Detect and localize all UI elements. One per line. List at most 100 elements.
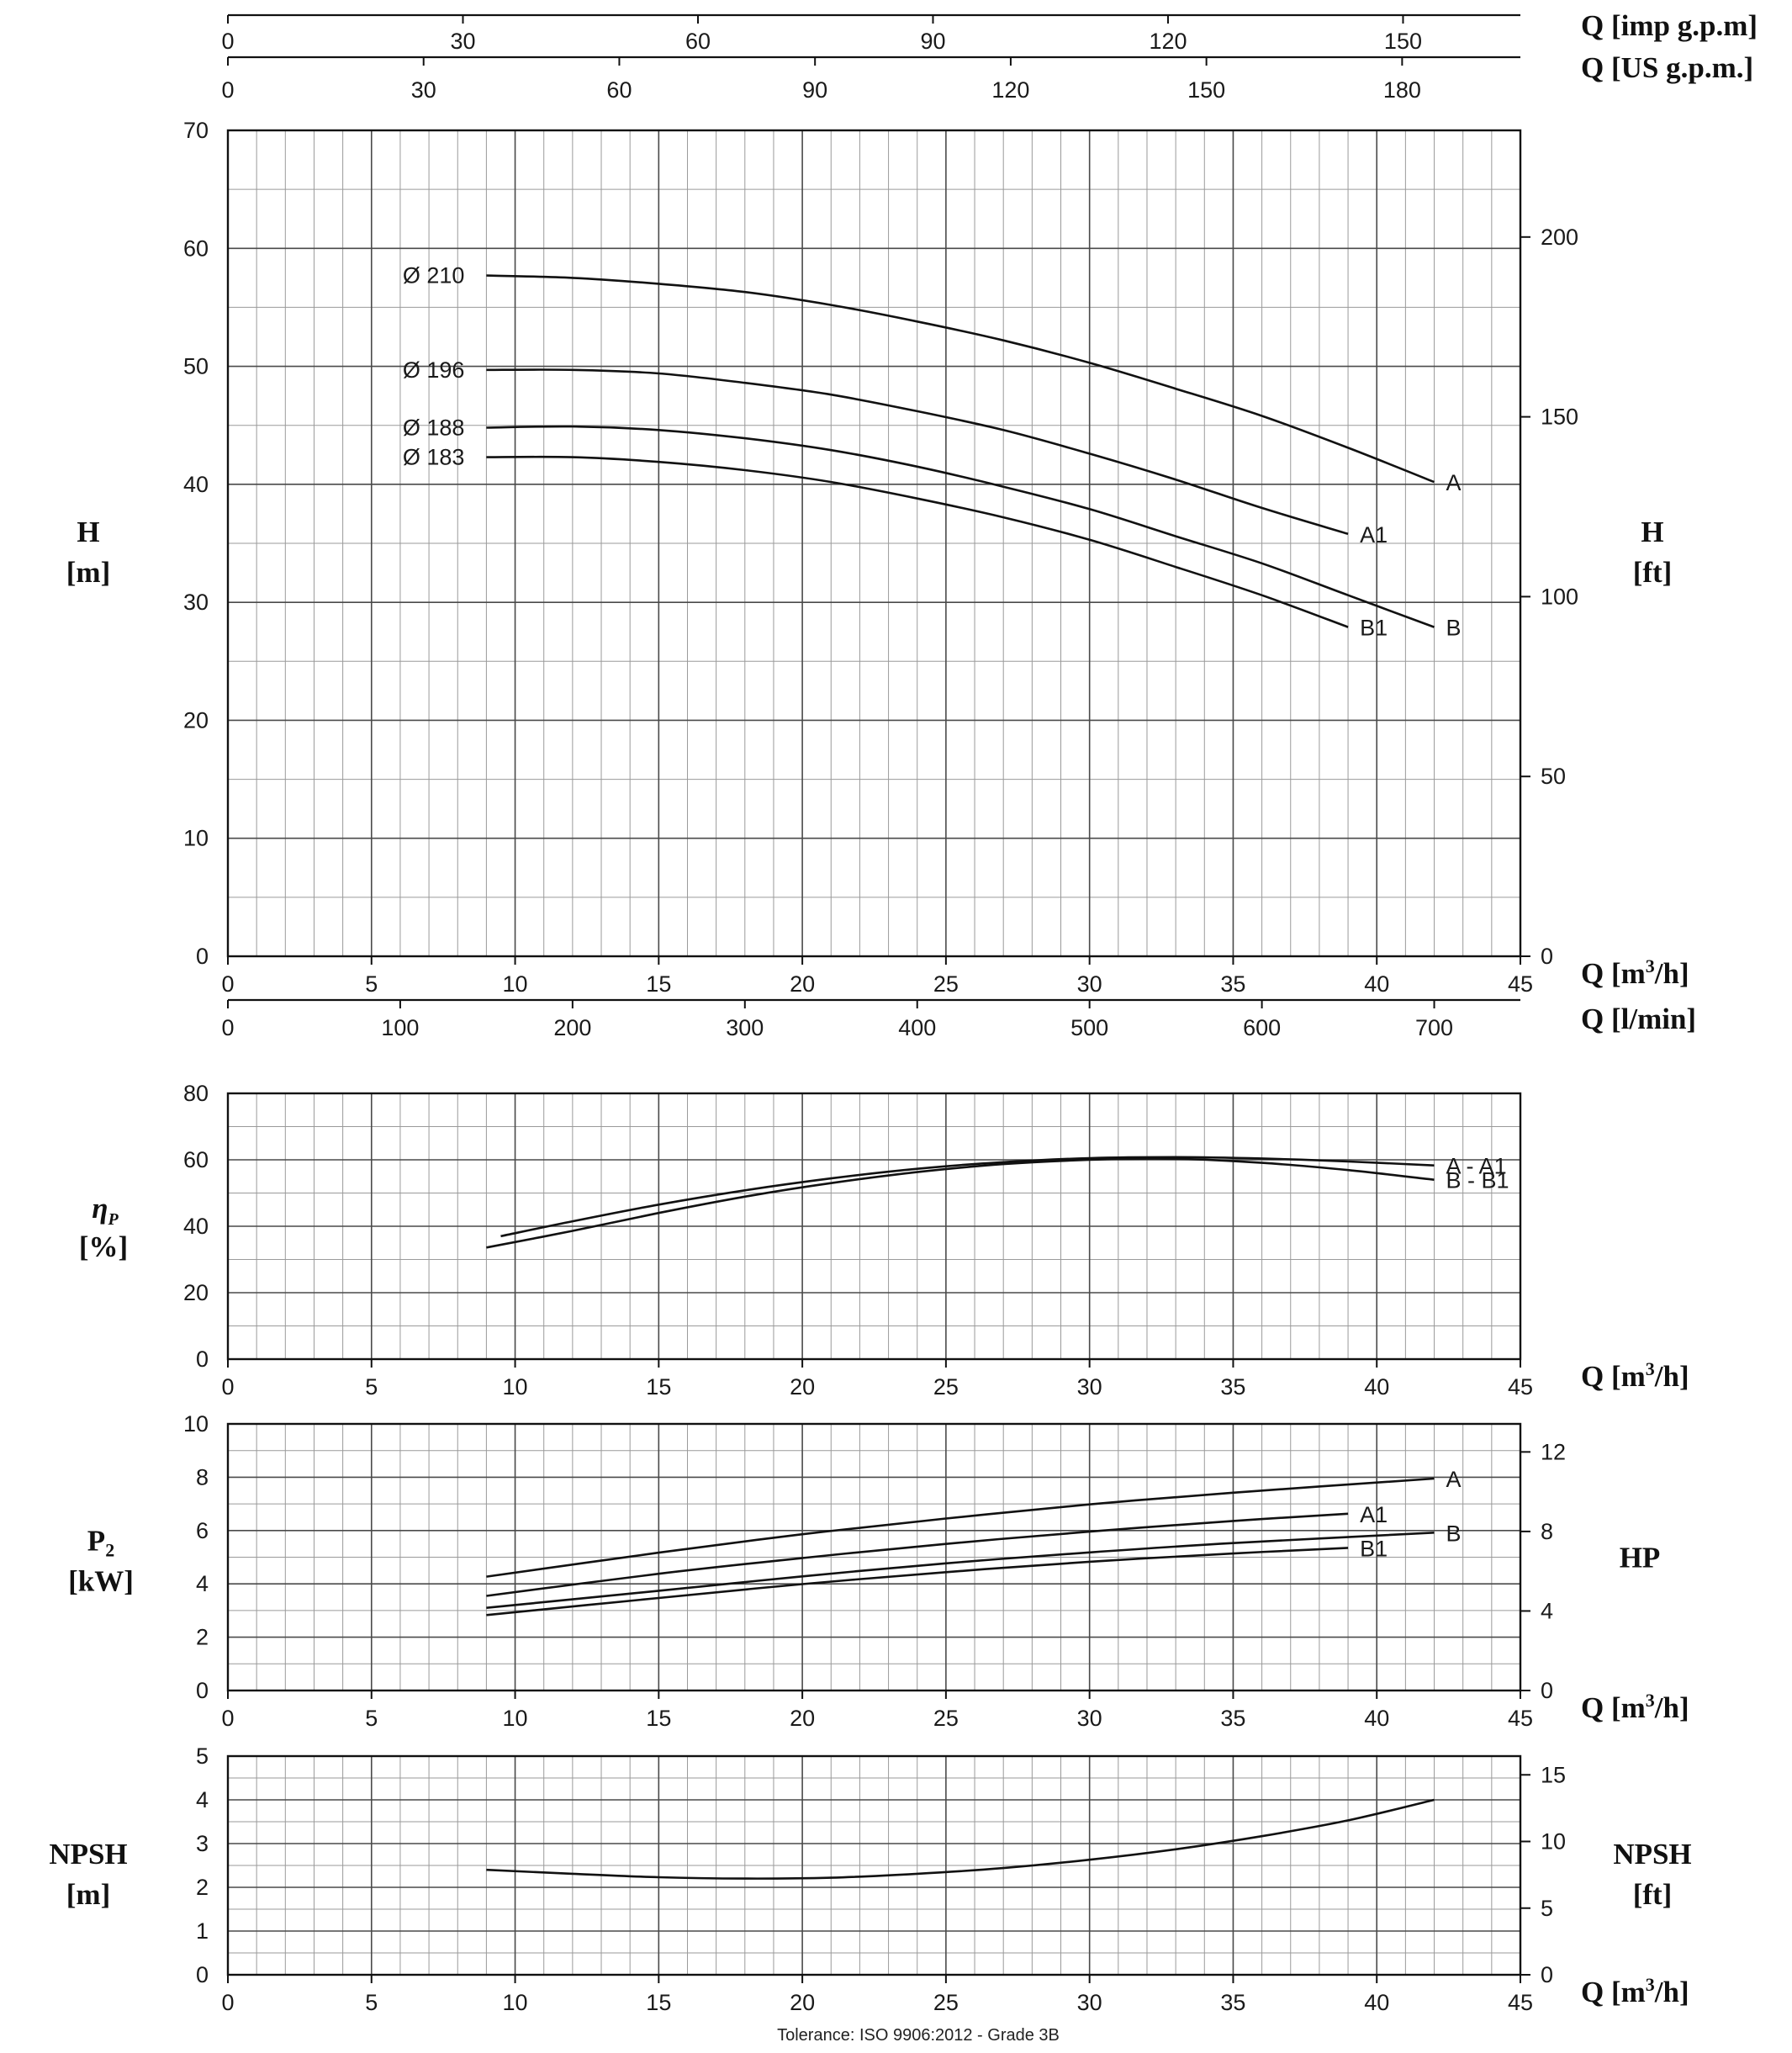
npsh-curve-line <box>486 1798 1435 1880</box>
gpm-tick-label: 0 <box>221 29 234 54</box>
x-axis-title: Q [m3/h] <box>1581 1974 1689 2008</box>
x-tick-label: 35 <box>1220 1706 1245 1731</box>
head-curve-A1 <box>486 368 1349 536</box>
x-tick-label: 45 <box>1508 1990 1533 2015</box>
y-axis-title: ηP <box>92 1192 119 1229</box>
gpm-tick-label: 120 <box>991 77 1029 103</box>
y2-tick-label: 150 <box>1541 405 1578 430</box>
impeller-diameter-label: Ø 188 <box>403 415 465 441</box>
x-tick-label: 40 <box>1364 1990 1389 2015</box>
plot-frame <box>226 129 1522 958</box>
impeller-diameter-label: Ø 183 <box>403 445 465 470</box>
x-tick-label: 35 <box>1220 971 1245 997</box>
curves-layer <box>486 274 1435 1880</box>
text-layer: 0 5 10 15 20 25 30 35 40 450102030405060700501001… <box>49 9 1758 2015</box>
y-axis-title: P2 <box>87 1525 114 1561</box>
gpm-axis-title: Q [US g.p.m.] <box>1581 51 1753 84</box>
plot-frame <box>226 1092 1522 1361</box>
y-tick-label: 20 <box>183 1280 209 1305</box>
x-tick-label: 20 <box>790 1706 815 1731</box>
gpm-tick-label: 150 <box>1187 77 1225 103</box>
power-curve-B1 <box>486 1547 1349 1616</box>
x-tick-label: 40 <box>1364 971 1389 997</box>
y-tick-label: 3 <box>196 1831 209 1856</box>
x-tick-label: 5 <box>365 971 378 997</box>
y2-tick-label: 0 <box>1541 944 1553 969</box>
x-tick-label: 15 <box>646 1990 671 2015</box>
power-series-label: B <box>1446 1521 1462 1546</box>
x-tick-label: 15 <box>646 971 671 997</box>
x-axis-title: Q [m3/h] <box>1581 1358 1689 1393</box>
x-tick-label: 25 <box>933 1990 959 2015</box>
x-tick-label: 0 <box>221 971 234 997</box>
lmin-tick-label: 300 <box>726 1015 764 1040</box>
y2-tick-label: 5 <box>1541 1896 1553 1921</box>
y2-tick-label: 200 <box>1541 225 1578 250</box>
x-tick-label: 25 <box>933 971 959 997</box>
y-axis-title: H <box>77 516 99 548</box>
x-tick-label: 20 <box>790 1374 815 1400</box>
y2-tick-label: 50 <box>1541 764 1566 789</box>
y-tick-label: 60 <box>183 1147 209 1172</box>
efficiency-series-label: B - B1 <box>1446 1168 1509 1193</box>
lmin-tick-label: 200 <box>553 1015 591 1040</box>
y2-tick-label: 0 <box>1541 1678 1553 1703</box>
gpm-tick-label: 60 <box>685 29 711 54</box>
y-tick-label: 8 <box>196 1464 209 1489</box>
y-tick-label: 0 <box>196 1678 209 1703</box>
power-curve-A <box>486 1477 1435 1578</box>
y2-tick-label: 4 <box>1541 1598 1553 1623</box>
x-tick-label: 10 <box>503 1990 528 2015</box>
plot-frame <box>226 1754 1522 1976</box>
gpm-tick-label: 60 <box>606 77 632 103</box>
head-series-label: B1 <box>1360 616 1388 641</box>
gpm-tick-label: 90 <box>920 29 945 54</box>
x-tick-label: 30 <box>1077 971 1102 997</box>
y-tick-label: 30 <box>183 590 209 615</box>
y2-tick-label: 100 <box>1541 584 1578 609</box>
x-tick-label: 20 <box>790 1990 815 2015</box>
y-tick-label: 1 <box>196 1918 209 1944</box>
head-series-label: B <box>1446 616 1462 641</box>
gpm-tick-label: 120 <box>1149 29 1187 54</box>
y-tick-label: 0 <box>196 1962 209 1987</box>
y-tick-label: 0 <box>196 944 209 969</box>
x-tick-label: 15 <box>646 1374 671 1400</box>
impeller-diameter-label: Ø 210 <box>403 263 465 288</box>
y-axis-title: NPSH <box>49 1838 127 1870</box>
x-axis-title: Q [m3/h] <box>1581 955 1689 990</box>
x-tick-label: 40 <box>1364 1374 1389 1400</box>
gpm-axis-title: Q [imp g.p.m] <box>1581 9 1758 42</box>
gpm-tick-label: 150 <box>1384 29 1422 54</box>
x-tick-label: 30 <box>1077 1990 1102 2015</box>
y-tick-label: 4 <box>196 1571 209 1596</box>
x-tick-label: 40 <box>1364 1706 1389 1731</box>
y2-axis-unit: [ft] <box>1633 1878 1673 1911</box>
y-tick-label: 2 <box>196 1875 209 1900</box>
y-tick-label: 40 <box>183 1214 209 1239</box>
y-tick-label: 4 <box>196 1787 209 1812</box>
head-curve-B1 <box>486 455 1349 628</box>
head-series-label: A1 <box>1360 522 1388 548</box>
y-tick-label: 2 <box>196 1625 209 1650</box>
y2-axis-unit: [ft] <box>1633 556 1673 589</box>
x-tick-label: 5 <box>365 1374 378 1400</box>
gpm-tick-label: 30 <box>411 77 436 103</box>
tolerance-note: Tolerance: ISO 9906:2012 - Grade 3B <box>777 2026 1060 2045</box>
lmin-axis-title: Q [l/min] <box>1581 1003 1696 1035</box>
x-tick-label: 45 <box>1508 971 1533 997</box>
x-tick-label: 25 <box>933 1374 959 1400</box>
x-tick-label: 15 <box>646 1706 671 1731</box>
grid-layer <box>226 13 1530 1983</box>
y-axis-unit: [%] <box>79 1230 128 1263</box>
y-tick-label: 70 <box>183 118 209 143</box>
lmin-tick-label: 400 <box>898 1015 936 1040</box>
gpm-tick-label: 0 <box>221 77 234 103</box>
x-tick-label: 45 <box>1508 1374 1533 1400</box>
power-series-label: A1 <box>1360 1502 1388 1527</box>
y-tick-label: 5 <box>196 1743 209 1769</box>
x-tick-label: 35 <box>1220 1990 1245 2015</box>
x-tick-label: 5 <box>365 1706 378 1731</box>
plot-frame <box>226 1422 1522 1692</box>
